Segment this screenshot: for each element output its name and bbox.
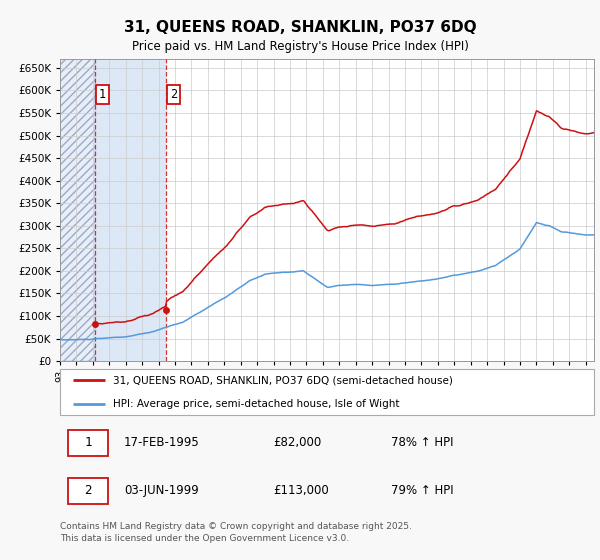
FancyBboxPatch shape — [60, 369, 594, 415]
Text: 1: 1 — [99, 88, 106, 101]
Text: 31, QUEENS ROAD, SHANKLIN, PO37 6DQ (semi-detached house): 31, QUEENS ROAD, SHANKLIN, PO37 6DQ (sem… — [113, 375, 453, 385]
Text: 1: 1 — [84, 436, 92, 449]
Text: 17-FEB-1995: 17-FEB-1995 — [124, 436, 200, 449]
Bar — [60, 59, 95, 361]
Text: 79% ↑ HPI: 79% ↑ HPI — [391, 484, 454, 497]
FancyBboxPatch shape — [68, 430, 108, 456]
Text: £113,000: £113,000 — [274, 484, 329, 497]
Text: 2: 2 — [84, 484, 92, 497]
Text: 2: 2 — [170, 88, 177, 101]
Text: Contains HM Land Registry data © Crown copyright and database right 2025.
This d: Contains HM Land Registry data © Crown c… — [60, 522, 412, 543]
Text: Price paid vs. HM Land Registry's House Price Index (HPI): Price paid vs. HM Land Registry's House … — [131, 40, 469, 53]
Text: £82,000: £82,000 — [274, 436, 322, 449]
Text: 31, QUEENS ROAD, SHANKLIN, PO37 6DQ: 31, QUEENS ROAD, SHANKLIN, PO37 6DQ — [124, 20, 476, 35]
Bar — [95, 59, 166, 361]
Text: 03-JUN-1999: 03-JUN-1999 — [124, 484, 199, 497]
Text: 78% ↑ HPI: 78% ↑ HPI — [391, 436, 454, 449]
FancyBboxPatch shape — [68, 478, 108, 505]
Text: HPI: Average price, semi-detached house, Isle of Wight: HPI: Average price, semi-detached house,… — [113, 399, 400, 409]
